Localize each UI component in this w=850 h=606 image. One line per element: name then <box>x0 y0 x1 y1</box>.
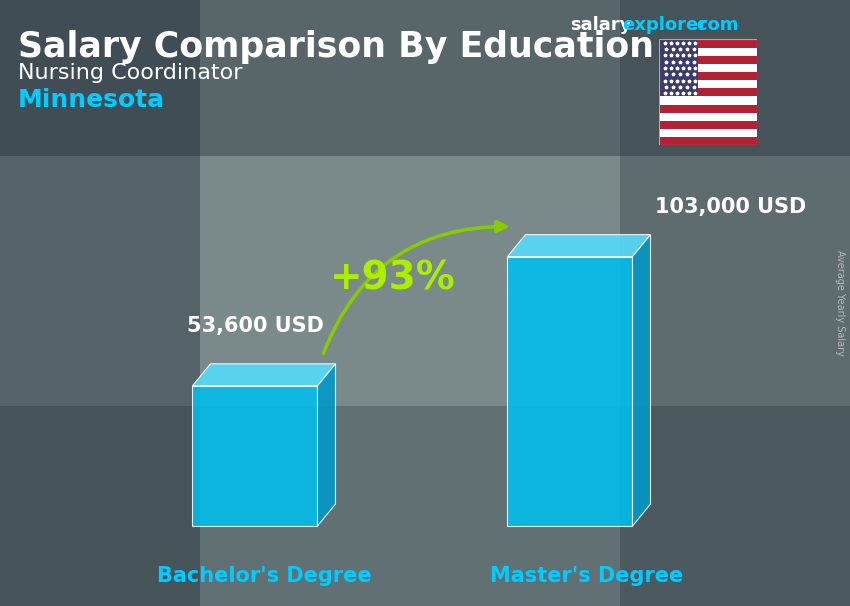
Bar <box>659 72 756 80</box>
Bar <box>659 138 756 145</box>
Bar <box>659 88 756 96</box>
Text: 103,000 USD: 103,000 USD <box>655 196 807 216</box>
Text: salary: salary <box>570 16 632 34</box>
Bar <box>659 47 756 56</box>
Bar <box>0 406 850 606</box>
Bar <box>659 56 756 64</box>
Bar <box>620 0 850 606</box>
Text: Nursing Coordinator: Nursing Coordinator <box>18 63 242 83</box>
Text: .com: .com <box>690 16 739 34</box>
Bar <box>659 96 756 105</box>
Bar <box>659 64 756 72</box>
Bar <box>0 0 200 606</box>
Bar <box>659 129 756 138</box>
Polygon shape <box>192 386 318 526</box>
Text: Average Yearly Salary: Average Yearly Salary <box>835 250 845 356</box>
Polygon shape <box>318 364 336 526</box>
Bar <box>659 105 756 113</box>
Text: Bachelor's Degree: Bachelor's Degree <box>156 566 371 586</box>
Polygon shape <box>507 235 650 256</box>
Text: explorer: explorer <box>622 16 707 34</box>
Bar <box>659 113 756 121</box>
Text: +93%: +93% <box>330 260 456 298</box>
Bar <box>659 39 698 96</box>
Polygon shape <box>632 235 650 526</box>
Text: Minnesota: Minnesota <box>18 88 165 112</box>
Bar <box>0 0 850 156</box>
Bar <box>659 39 756 47</box>
Text: 53,600 USD: 53,600 USD <box>188 316 325 336</box>
Polygon shape <box>192 364 336 386</box>
Bar <box>659 80 756 88</box>
Bar <box>659 121 756 129</box>
Text: Salary Comparison By Education: Salary Comparison By Education <box>18 30 654 64</box>
Text: Master's Degree: Master's Degree <box>490 566 683 586</box>
Polygon shape <box>507 256 632 526</box>
